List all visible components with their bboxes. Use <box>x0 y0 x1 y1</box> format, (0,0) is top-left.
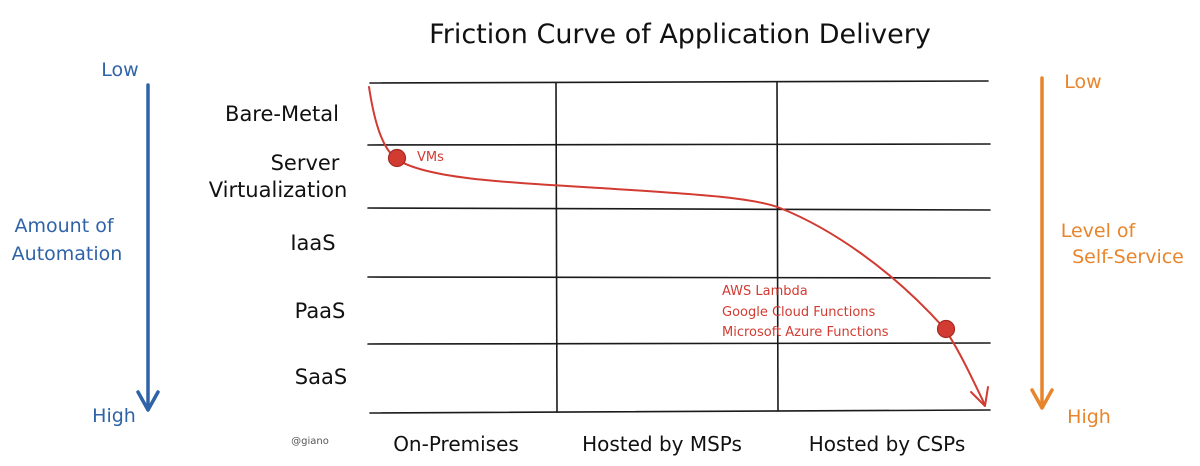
column-label-hosted-by-msps: Hosted by MSPs <box>582 432 742 456</box>
right-axis-arrow-head <box>1030 388 1054 410</box>
serverless-annotation: AWS Lambda Google Cloud Functions Micros… <box>722 284 889 340</box>
right-axis-bottom-label: High <box>1067 406 1111 428</box>
grid-line-2 <box>367 207 991 211</box>
column-label-on-premises: On-Premises <box>393 432 519 456</box>
grid-horizontal-lines <box>367 80 991 414</box>
left-axis-top-label: Low <box>101 59 138 81</box>
vms-marker <box>387 148 407 168</box>
friction-curve-arrow-head <box>970 386 989 407</box>
grid-column-divider-2 <box>776 81 779 412</box>
grid-line-1 <box>367 143 991 146</box>
column-labels: On-Premises Hosted by MSPs Hosted by CSP… <box>393 432 965 456</box>
serverless-annotation-google: Google Cloud Functions <box>722 305 876 320</box>
row-labels: Bare-Metal Server Virtualization IaaS Pa… <box>209 102 348 389</box>
grid-line-4 <box>367 342 991 345</box>
right-axis-top-label: Low <box>1064 71 1101 93</box>
column-label-hosted-by-csps: Hosted by CSPs <box>809 432 966 456</box>
grid-column-divider-1 <box>555 82 558 413</box>
friction-curve <box>368 86 985 404</box>
row-label-virtualization: Virtualization <box>209 178 348 202</box>
serverless-annotation-aws: AWS Lambda <box>722 284 808 299</box>
left-axis-arrow-head <box>136 390 160 412</box>
right-axis-label-line-1: Level of <box>1061 220 1137 242</box>
author-credit: @giano <box>291 436 329 447</box>
row-label-bare-metal: Bare-Metal <box>225 102 339 126</box>
serverless-annotation-azure: Microsoft Azure Functions <box>722 325 889 340</box>
vms-annotation: VMs <box>417 150 444 165</box>
grid-line-3 <box>367 276 991 279</box>
grid-line-top <box>369 80 989 84</box>
left-axis-label-line-1: Amount of <box>14 215 114 237</box>
row-label-saas: SaaS <box>295 365 347 389</box>
row-label-iaas: IaaS <box>290 231 335 255</box>
left-axis-bottom-label: High <box>92 405 136 427</box>
row-label-server: Server <box>271 151 340 175</box>
diagram-title: Friction Curve of Application Delivery <box>429 19 931 50</box>
right-axis-label-line-2: Self-Service <box>1072 246 1184 268</box>
grid-line-bottom <box>369 409 991 414</box>
row-label-paas: PaaS <box>295 299 346 323</box>
serverless-marker <box>936 319 956 339</box>
grid-vertical-lines <box>555 81 779 413</box>
left-axis-label-line-2: Automation <box>12 243 123 265</box>
